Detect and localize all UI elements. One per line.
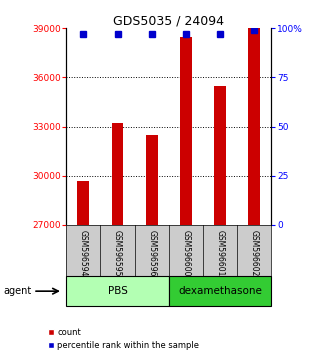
Bar	[248, 28, 260, 225]
Text: GSM596600: GSM596600	[181, 230, 190, 276]
Text: GSM596594: GSM596594	[79, 230, 88, 276]
Text: dexamethasone: dexamethasone	[178, 286, 262, 296]
Text: GSM596596: GSM596596	[147, 230, 156, 276]
Text: GSM596601: GSM596601	[215, 230, 225, 276]
Text: PBS: PBS	[108, 286, 127, 296]
Legend: count, percentile rank within the sample: count, percentile rank within the sample	[47, 328, 199, 350]
Title: GDS5035 / 24094: GDS5035 / 24094	[113, 14, 224, 27]
Text: agent: agent	[3, 286, 31, 296]
Text: GSM596602: GSM596602	[250, 230, 259, 276]
Bar	[180, 36, 192, 225]
Text: GSM596595: GSM596595	[113, 230, 122, 276]
Bar	[112, 123, 123, 225]
Bar	[77, 181, 89, 225]
Bar	[146, 135, 158, 225]
Bar	[169, 276, 271, 306]
Bar	[66, 276, 169, 306]
Bar	[214, 86, 226, 225]
